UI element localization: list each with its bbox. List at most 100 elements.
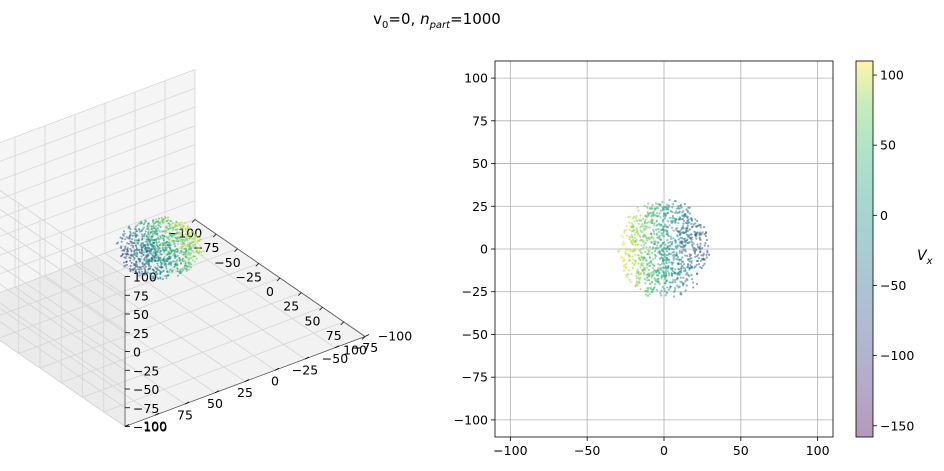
scatter-point-3d <box>198 251 201 254</box>
scatter-point-3d <box>145 257 148 260</box>
scatter-point-3d <box>172 260 175 263</box>
scatter-point-3d <box>178 252 181 255</box>
scatter-point <box>686 215 689 218</box>
scatter-point-3d <box>138 228 141 231</box>
scatter-point <box>661 285 664 289</box>
scatter-point <box>696 243 699 246</box>
scatter-point <box>661 261 664 264</box>
scatter-point <box>631 255 634 258</box>
tick-label-y: 100 <box>464 71 488 86</box>
scatter-point <box>684 227 687 230</box>
scatter-point-3d <box>160 262 163 265</box>
scatter-point-3d <box>166 237 169 240</box>
scatter-point-3d <box>161 271 164 274</box>
scatter-point <box>669 285 672 288</box>
scatter-point-3d <box>125 252 128 255</box>
scatter-point <box>696 260 699 263</box>
tick-label-y-3d: −25 <box>292 362 318 377</box>
scatter-point <box>661 234 664 237</box>
tick-3d <box>319 306 323 311</box>
scatter-point <box>644 293 647 296</box>
scatter-point-3d <box>161 259 164 262</box>
scatter-point <box>647 279 651 282</box>
scatter-point <box>640 262 643 265</box>
scatter-point <box>625 228 628 231</box>
scatter-point-3d <box>142 226 145 229</box>
scatter-point <box>679 276 682 279</box>
scatter-point <box>698 223 701 227</box>
scatter-point-3d <box>123 265 126 268</box>
scatter-point <box>667 265 670 268</box>
scatter-point <box>633 220 636 223</box>
scatter-point <box>637 270 640 274</box>
tick-label-z-3d: 0 <box>133 345 141 360</box>
scatter-point <box>666 254 669 257</box>
scatter-point-3d <box>157 277 160 280</box>
scatter-point-3d <box>153 259 156 262</box>
scatter-point <box>677 286 680 289</box>
title-v-value: =0, <box>388 10 420 28</box>
scatter-points-2d <box>616 198 711 298</box>
scatter-point <box>623 229 626 232</box>
scatter-point <box>655 228 658 231</box>
scatter-point-3d <box>129 240 132 243</box>
scatter-point-3d <box>137 268 140 271</box>
scatter-point-3d <box>193 260 196 263</box>
scatter-point <box>632 249 635 252</box>
scatter-point-3d <box>162 248 165 251</box>
scatter-point-3d <box>159 273 162 276</box>
colorbar-tick-label: −50 <box>880 278 906 293</box>
scatter-point-3d <box>168 255 171 258</box>
scatter-point <box>634 243 637 247</box>
scatter-point-3d <box>155 270 158 273</box>
scatter-point <box>667 261 671 264</box>
scatter-point-3d <box>143 256 146 259</box>
scatter-point <box>645 235 648 239</box>
scatter-point <box>681 211 684 214</box>
tick-label-y-3d: −75 <box>352 340 378 355</box>
scatter-point-3d <box>188 245 191 248</box>
scatter-point <box>663 274 666 278</box>
scatter-point <box>632 243 635 246</box>
scatter-point <box>634 261 637 264</box>
scatter-point <box>696 245 700 248</box>
tick-label-x-3d: 50 <box>305 313 321 328</box>
scatter-point <box>670 247 674 251</box>
scatter-point-3d <box>161 218 164 221</box>
scatter-point <box>665 229 669 232</box>
scatter-point-3d <box>152 251 155 254</box>
scatter-point <box>636 206 639 209</box>
scatter-point <box>665 292 668 295</box>
scatter-point-3d <box>188 265 191 268</box>
scatter-point <box>681 218 684 221</box>
scatter-point <box>652 246 655 249</box>
tick-label-z-3d: −75 <box>133 401 159 416</box>
scatter-point <box>664 255 667 259</box>
scatter-point <box>642 262 645 265</box>
scatter-point <box>686 265 689 269</box>
scatter-point <box>705 253 708 256</box>
tick-3d <box>214 390 220 394</box>
scatter-point-3d <box>156 251 159 254</box>
scatter-point-3d <box>156 249 159 252</box>
tick-3d <box>340 321 345 326</box>
scatter-point-3d <box>129 268 132 271</box>
scatter-point <box>638 282 641 285</box>
scatter-point-3d <box>140 249 143 252</box>
gridline-3d <box>0 264 126 352</box>
scatter-point-3d <box>131 234 134 237</box>
scatter-point-3d <box>141 270 144 273</box>
scatter-point-3d <box>122 261 125 264</box>
scatter-point <box>666 245 669 248</box>
scatter-point <box>666 250 669 253</box>
scatter-point <box>699 226 702 229</box>
scatter-point <box>654 248 657 251</box>
scatter-point <box>657 251 660 254</box>
scatter-point <box>682 220 686 223</box>
scatter-point-3d <box>147 238 150 241</box>
tick-label-z-3d: 50 <box>133 307 149 322</box>
scatter-point-3d <box>143 258 146 261</box>
scatter-point-3d <box>120 245 123 248</box>
scatter-point-3d <box>153 269 156 272</box>
scatter-point-3d <box>176 228 179 231</box>
